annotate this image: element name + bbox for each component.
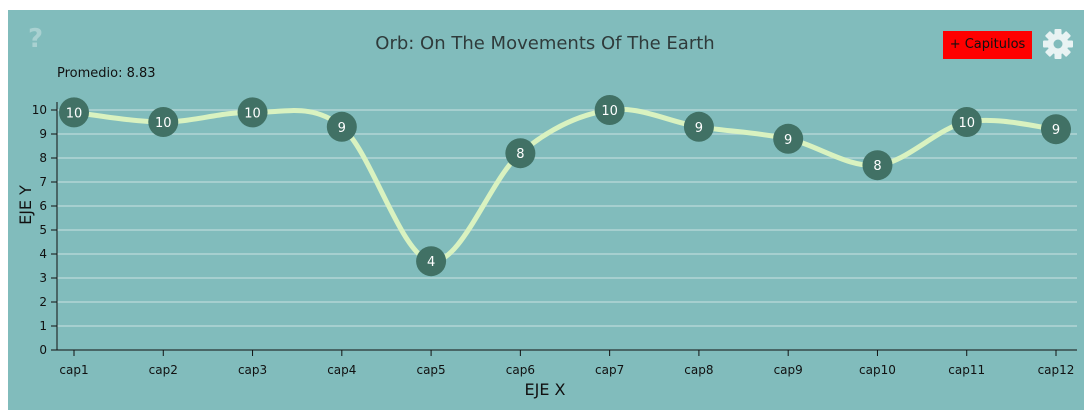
- y-tick-label: 8: [39, 151, 47, 165]
- data-point: [862, 150, 893, 181]
- y-tick-label: 3: [39, 271, 47, 285]
- y-axis-title: EJE Y: [16, 185, 35, 225]
- data-point: [773, 123, 804, 154]
- x-tick-label: cap10: [859, 363, 896, 377]
- x-tick-label: cap3: [238, 363, 267, 377]
- data-label: 10: [244, 106, 261, 121]
- y-tick-label: 2: [39, 295, 47, 309]
- data-label: 10: [155, 116, 172, 131]
- data-point: [148, 107, 179, 137]
- data-point: [683, 111, 714, 142]
- data-point: [59, 97, 89, 128]
- data-label: 4: [427, 255, 435, 270]
- x-tick-label: cap12: [1038, 363, 1075, 377]
- data-label: 9: [1052, 123, 1060, 138]
- y-tick-label: 6: [39, 199, 47, 213]
- series-line: [71, 106, 1059, 264]
- data-point: [326, 111, 357, 142]
- data-label: 9: [695, 121, 703, 136]
- y-tick-label: 1: [39, 319, 47, 333]
- x-tick-label: cap9: [774, 363, 803, 377]
- average-label: Promedio: 8.83: [57, 66, 156, 81]
- data-point: [594, 95, 625, 125]
- y-tick-label: 7: [39, 175, 47, 189]
- data-label: 10: [601, 104, 618, 119]
- x-tick-label: cap4: [327, 363, 356, 377]
- y-tick-label: 0: [39, 343, 47, 357]
- y-tick-label: 9: [39, 127, 47, 141]
- data-label: 8: [516, 147, 524, 162]
- chart-title: Orb: On The Movements Of The Earth: [375, 33, 715, 54]
- x-tick-label: cap8: [684, 363, 713, 377]
- data-point: [416, 246, 447, 277]
- chart-panel: [8, 10, 1084, 410]
- data-label: 8: [873, 159, 881, 174]
- x-tick-label: cap11: [948, 363, 985, 377]
- data-label: 9: [784, 133, 792, 148]
- x-tick-label: cap1: [59, 363, 88, 377]
- x-axis-title: EJE X: [525, 380, 566, 399]
- grid-lines: [57, 109, 1077, 327]
- x-tick-label: cap2: [149, 363, 178, 377]
- data-label: 9: [338, 121, 346, 136]
- data-point: [237, 97, 268, 128]
- y-tick-label: 5: [39, 223, 47, 237]
- x-axis: cap1 cap2 cap3 cap4 cap5 cap6 cap7 cap8 cap9 cap1…: [57, 349, 1077, 377]
- x-tick-label: cap6: [506, 363, 535, 377]
- x-tick-label: cap5: [416, 363, 445, 377]
- data-label: 10: [958, 116, 975, 131]
- data-point: [951, 107, 982, 137]
- data-points: 10 10 10 9 4 8 10 9 9 8 10 9: [59, 95, 1071, 277]
- y-axis: 0 1 2 3 4 5 6 7 8 9 10: [32, 102, 58, 357]
- y-tick-label: 10: [32, 103, 47, 117]
- add-chapters-button[interactable]: + Capitulos: [943, 31, 1032, 59]
- data-point: [1041, 114, 1071, 145]
- x-tick-label: cap7: [595, 363, 624, 377]
- help-icon[interactable]: ?: [28, 24, 44, 54]
- gear-icon[interactable]: [1041, 27, 1075, 61]
- data-label: 10: [66, 106, 83, 121]
- y-tick-label: 4: [39, 247, 47, 261]
- data-point: [505, 138, 536, 169]
